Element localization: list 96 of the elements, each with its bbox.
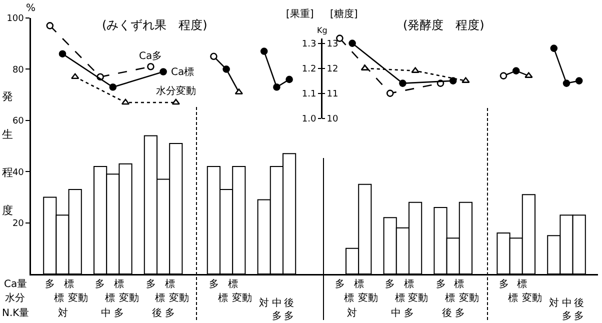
text: 変動 (522, 292, 542, 304)
point (500, 72, 508, 80)
text: % (26, 3, 36, 14)
point (386, 90, 394, 97)
point (575, 77, 583, 84)
point (147, 62, 154, 70)
text: N.K量 (2, 308, 30, 319)
point (109, 83, 117, 91)
text: 多 (209, 278, 219, 290)
text: 標 (155, 292, 165, 304)
point (562, 80, 570, 87)
point (411, 67, 420, 73)
y3-tick-label: 13 (326, 39, 338, 50)
text: 標 (165, 278, 175, 290)
text: 中 多 (391, 307, 414, 319)
point (399, 80, 406, 87)
y-tick-label: 80 (12, 65, 24, 76)
text: 発生程度 (2, 90, 13, 217)
text: 標 (508, 292, 518, 304)
text: 多 (95, 278, 105, 290)
text: 中多 (562, 297, 572, 322)
point (336, 34, 344, 42)
point (172, 98, 180, 105)
y2-tick-label: 1.3 (302, 39, 316, 50)
text: 多 (45, 278, 55, 290)
text: 多 (499, 278, 509, 290)
annotation: (発酵度 程度) (403, 18, 484, 32)
text: 変動 (408, 292, 428, 304)
text: 変動 (169, 292, 189, 304)
text: 多 (335, 278, 345, 290)
point (58, 50, 66, 58)
y2-tick-label: 1.1 (302, 89, 316, 100)
point (121, 98, 130, 105)
text: 変動 (358, 292, 378, 304)
text: 標 (64, 278, 74, 290)
text: 中 多 (101, 307, 124, 319)
text: 標 (228, 278, 238, 290)
text: 対 (347, 307, 357, 319)
point (70, 73, 80, 80)
y3-tick-label: 10 (326, 114, 339, 124)
text: 標 (354, 278, 364, 290)
point (222, 66, 230, 73)
y-tick-label: 20 (12, 218, 24, 229)
y3-axis-title: [糖度] (330, 8, 358, 20)
series-label: Ca標 (171, 66, 194, 78)
y-tick-label: 60 (12, 116, 24, 127)
point (449, 77, 457, 84)
point (273, 83, 280, 91)
text: 標 (454, 278, 464, 290)
text: 後 多 (152, 307, 176, 319)
point (462, 77, 470, 83)
text: Ca量 (4, 279, 28, 290)
text: 変動 (68, 292, 88, 304)
text: 後 多 (442, 307, 466, 319)
y2-tick-label: 1.0 (302, 114, 316, 124)
point (512, 67, 520, 74)
y3-tick-label: 12 (326, 64, 338, 74)
point (286, 76, 293, 84)
point (348, 40, 356, 47)
point (46, 22, 54, 30)
text: 標 (218, 292, 228, 304)
text: 標 (404, 278, 414, 290)
series-label: Ca多 (139, 50, 162, 62)
point (260, 48, 268, 55)
text: 対 (58, 307, 68, 319)
point (524, 72, 533, 78)
point (550, 44, 558, 52)
text: 標 (54, 292, 64, 304)
annotation: Kg (317, 26, 328, 35)
y-tick-label: 100 (6, 14, 24, 24)
point (160, 68, 167, 76)
text: 標 (344, 292, 354, 304)
text: 変動 (232, 292, 252, 304)
text: 後多 (574, 297, 584, 322)
text: 標 (105, 292, 115, 304)
text: 多 (436, 278, 446, 290)
text: 対 (549, 297, 559, 309)
text: 標 (395, 292, 405, 304)
text: 標 (517, 278, 527, 290)
y-tick-label: 40 (12, 168, 24, 178)
text: 多 (146, 278, 156, 290)
text: 多 (385, 278, 395, 290)
y2-axis-title: [果重] (286, 8, 314, 20)
text: 後多 (284, 297, 294, 322)
series-label: 水分変動 (156, 85, 196, 97)
text: 中多 (272, 297, 282, 322)
text: 対 (259, 297, 269, 309)
text: 変動 (459, 292, 479, 304)
text: 変動 (119, 292, 139, 304)
text: 水分 (5, 292, 25, 304)
annotation: (みくずれ果 程度) (102, 18, 208, 32)
text: 標 (114, 278, 124, 290)
point (210, 52, 218, 60)
y3-tick-label: 11 (326, 89, 338, 100)
y2-tick-label: 1.2 (302, 64, 316, 74)
text: 標 (445, 292, 455, 304)
